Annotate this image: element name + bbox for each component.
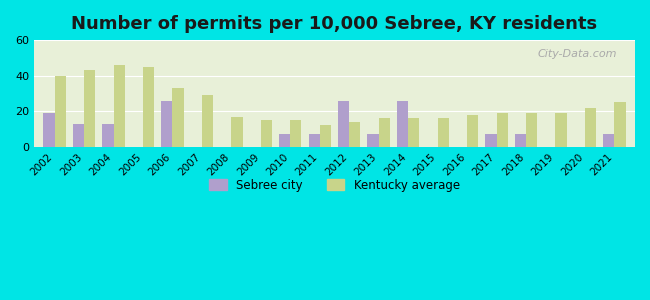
Bar bbox=[467, 115, 478, 147]
Bar bbox=[603, 134, 614, 147]
Bar bbox=[279, 134, 291, 147]
Bar bbox=[172, 88, 184, 147]
Bar bbox=[497, 113, 508, 147]
Bar bbox=[397, 100, 408, 147]
Bar bbox=[556, 113, 567, 147]
Bar bbox=[408, 118, 419, 147]
Bar bbox=[55, 76, 66, 147]
Bar bbox=[349, 122, 360, 147]
Bar bbox=[202, 95, 213, 147]
Text: City-Data.com: City-Data.com bbox=[538, 49, 617, 58]
Bar bbox=[585, 108, 596, 147]
Bar bbox=[231, 117, 242, 147]
Bar bbox=[161, 100, 172, 147]
Bar bbox=[526, 113, 537, 147]
Bar bbox=[261, 120, 272, 147]
Bar bbox=[73, 124, 84, 147]
Bar bbox=[102, 124, 114, 147]
Bar bbox=[379, 118, 390, 147]
Bar bbox=[320, 125, 331, 147]
Bar bbox=[309, 134, 320, 147]
Bar bbox=[437, 118, 448, 147]
Bar bbox=[338, 100, 349, 147]
Bar bbox=[44, 113, 55, 147]
Bar bbox=[84, 70, 96, 147]
Legend: Sebree city, Kentucky average: Sebree city, Kentucky average bbox=[205, 174, 465, 196]
Bar bbox=[614, 102, 625, 147]
Bar bbox=[486, 134, 497, 147]
Bar bbox=[515, 134, 526, 147]
Bar bbox=[291, 120, 302, 147]
Bar bbox=[114, 65, 125, 147]
Bar bbox=[143, 67, 154, 147]
Bar bbox=[367, 134, 379, 147]
Title: Number of permits per 10,000 Sebree, KY residents: Number of permits per 10,000 Sebree, KY … bbox=[72, 15, 597, 33]
